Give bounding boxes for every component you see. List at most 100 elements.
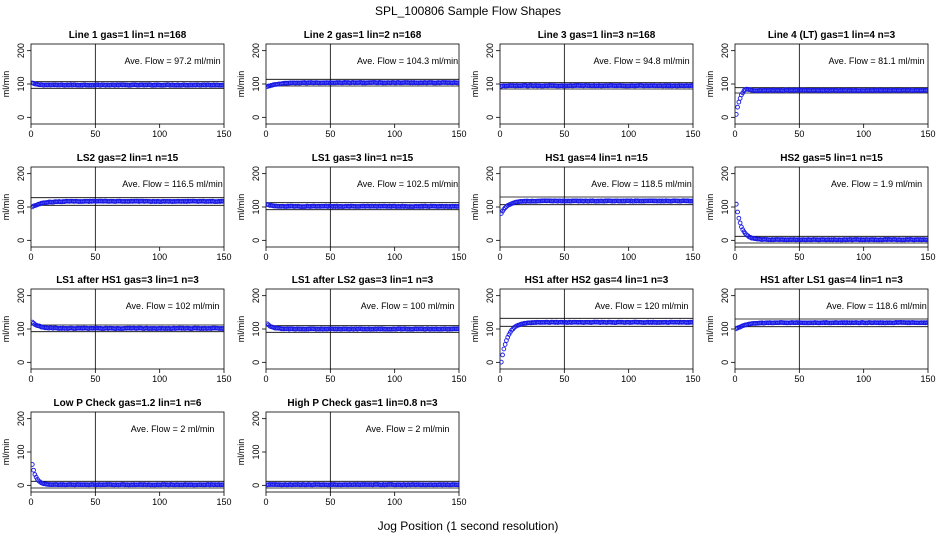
y-tick-label: 100 — [16, 76, 26, 91]
plot-area — [735, 44, 928, 124]
data-point — [456, 326, 459, 332]
x-tick-label: 0 — [497, 129, 502, 139]
y-axis-label: ml/min — [236, 71, 246, 98]
y-axis-label: ml/min — [1, 316, 11, 343]
y-tick-label: 0 — [720, 360, 730, 365]
data-point — [221, 199, 224, 204]
average-flow-annotation: Ave. Flow = 116.5 ml/min — [122, 179, 222, 189]
x-tick-label: 50 — [325, 497, 335, 507]
plot-area — [735, 289, 928, 369]
x-tick-label: 100 — [387, 252, 402, 262]
plot-area — [31, 44, 224, 124]
x-tick-label: 50 — [90, 497, 100, 507]
panel-7: HS2 gas=5 lin=1 n=15 0 50 100 150 0 100 200 ml/m… — [705, 153, 936, 262]
x-tick-label: 150 — [451, 374, 466, 384]
x-tick-label: 50 — [559, 374, 569, 384]
x-tick-label: 100 — [621, 252, 636, 262]
x-tick-label: 50 — [90, 374, 100, 384]
plot-area — [31, 289, 224, 369]
data-point — [509, 327, 514, 333]
y-axis-label: ml/min — [236, 194, 246, 221]
x-tick-label: 100 — [387, 129, 402, 139]
data-point — [502, 342, 508, 347]
data-point — [737, 220, 743, 226]
panel-title: Line 1 gas=1 lin=1 n=168 — [69, 30, 187, 41]
data-point — [925, 237, 928, 243]
data-point — [500, 211, 504, 216]
x-tick-label: 150 — [216, 129, 231, 139]
data-point — [735, 104, 740, 110]
y-tick-label: 100 — [16, 444, 26, 459]
data-point — [456, 80, 459, 86]
plot-area — [31, 412, 224, 492]
average-flow-annotation: Ave. Flow = 102.5 ml/min — [357, 179, 458, 189]
data-point — [740, 90, 746, 96]
y-axis-label: ml/min — [705, 316, 715, 343]
panel-5: LS1 gas=3 lin=1 n=15 0 50 100 150 0 100 200 ml/m… — [236, 153, 467, 262]
panel-title: LS2 gas=2 lin=1 n=15 — [77, 153, 179, 164]
y-tick-label: 200 — [16, 43, 26, 58]
y-tick-label: 0 — [16, 238, 26, 243]
panel-title: HS1 after HS2 gas=4 lin=1 n=3 — [525, 275, 669, 286]
panel-title: High P Check gas=1 lin=0.8 n=3 — [287, 398, 438, 409]
x-tick-label: 0 — [28, 252, 33, 262]
panel-13: High P Check gas=1 lin=0.8 n=3 0 50 100 150 0… — [236, 398, 467, 507]
x-tick-label: 100 — [856, 129, 871, 139]
x-tick-label: 100 — [152, 497, 167, 507]
y-axis-label: ml/min — [470, 316, 480, 343]
data-point — [32, 472, 38, 477]
x-tick-label: 100 — [856, 252, 871, 262]
x-tick-label: 50 — [794, 252, 804, 262]
y-tick-label: 200 — [16, 166, 26, 181]
data-point — [500, 352, 505, 358]
panel-8: LS1 after HS1 gas=3 lin=1 n=3 0 50 100 150 0 1… — [1, 275, 232, 384]
y-tick-label: 200 — [485, 166, 495, 181]
x-tick-label: 0 — [263, 129, 268, 139]
data-point — [925, 320, 928, 325]
x-tick-label: 50 — [325, 129, 335, 139]
data-point — [31, 462, 35, 467]
x-tick-label: 0 — [263, 497, 268, 507]
x-tick-label: 0 — [497, 252, 502, 262]
y-tick-label: 100 — [485, 199, 495, 214]
panel-0: Line 1 gas=1 lin=1 n=168 0 50 100 150 0 100 200… — [1, 30, 232, 139]
average-flow-annotation: Ave. Flow = 100 ml/min — [361, 301, 455, 311]
plot-area — [500, 289, 693, 369]
data-point — [690, 198, 693, 204]
y-tick-label: 0 — [251, 115, 261, 120]
y-tick-label: 0 — [16, 360, 26, 365]
plot-area — [266, 167, 459, 247]
y-axis-label: ml/min — [1, 439, 11, 466]
data-point — [456, 204, 459, 209]
x-tick-label: 50 — [90, 252, 100, 262]
average-flow-annotation: Ave. Flow = 102 ml/min — [126, 301, 220, 311]
panel-title: Line 3 gas=1 lin=3 n=168 — [538, 30, 656, 41]
y-tick-label: 200 — [251, 166, 261, 181]
x-tick-label: 50 — [559, 129, 569, 139]
y-tick-label: 0 — [720, 115, 730, 120]
y-tick-label: 100 — [485, 76, 495, 91]
x-tick-label: 150 — [685, 374, 700, 384]
average-flow-annotation: Ave. Flow = 104.3 ml/min — [357, 56, 458, 66]
x-tick-label: 0 — [732, 129, 737, 139]
panel-12: Low P Check gas=1.2 lin=1 n=6 0 50 100 150 0 1… — [1, 398, 232, 507]
panel-6: HS1 gas=4 lin=1 n=15 0 50 100 150 0 100 200 ml/m… — [470, 153, 701, 262]
x-tick-label: 50 — [794, 129, 804, 139]
y-axis-label: ml/min — [470, 71, 480, 98]
data-point — [690, 319, 693, 325]
x-tick-label: 0 — [732, 374, 737, 384]
y-tick-label: 100 — [251, 444, 261, 459]
y-axis-label: ml/min — [236, 439, 246, 466]
y-tick-label: 200 — [485, 43, 495, 58]
y-axis-label: ml/min — [1, 194, 11, 221]
x-tick-label: 100 — [621, 374, 636, 384]
y-tick-label: 200 — [251, 43, 261, 58]
x-tick-label: 100 — [152, 129, 167, 139]
x-tick-label: 50 — [325, 374, 335, 384]
data-point — [690, 83, 693, 89]
x-tick-label: 100 — [856, 374, 871, 384]
x-tick-label: 150 — [216, 497, 231, 507]
y-tick-label: 0 — [251, 238, 261, 243]
x-tick-label: 0 — [732, 252, 737, 262]
panel-4: LS2 gas=2 lin=1 n=15 0 50 100 150 0 100 200 ml/m… — [1, 153, 232, 262]
